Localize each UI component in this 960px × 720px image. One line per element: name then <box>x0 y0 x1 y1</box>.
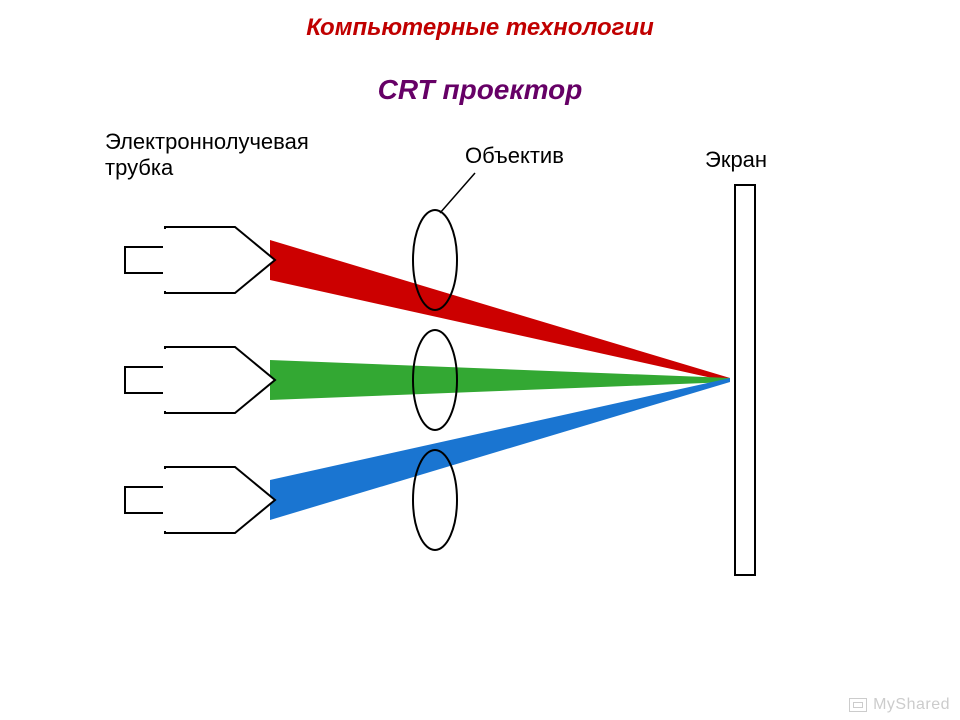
watermark-icon <box>849 698 867 712</box>
beam-blue <box>270 378 730 520</box>
label-crt-tube: Электроннолучевая трубка <box>105 129 309 182</box>
page-subtitle: CRT проектор <box>0 74 960 106</box>
beam-red <box>270 240 730 382</box>
crt-diagram: Электроннолучевая трубка Объектив Экран <box>95 125 845 595</box>
watermark-text: MyShared <box>873 696 950 714</box>
diagram-svg <box>95 125 845 595</box>
page-title: Компьютерные технологии <box>0 14 960 42</box>
crt-tube-3 <box>125 467 275 533</box>
label-screen: Экран <box>705 147 767 173</box>
screen-rect <box>735 185 755 575</box>
label-lens: Объектив <box>465 143 564 169</box>
crt-tube-1 <box>125 227 275 293</box>
watermark: MyShared <box>849 696 950 714</box>
lens-leader <box>440 173 475 213</box>
crt-tube-2 <box>125 347 275 413</box>
